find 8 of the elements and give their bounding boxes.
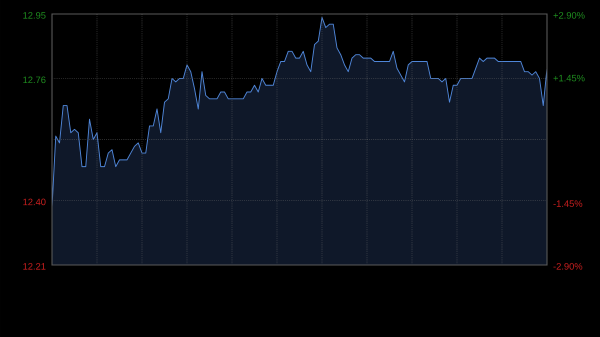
y2-tick-label: -2.90% [553, 263, 582, 270]
y-tick-label: 12.21 [23, 263, 46, 270]
y2-tick-label: +1.45% [554, 74, 585, 82]
y-tick-label: 12.95 [23, 12, 46, 19]
y2-tick-label: -1.45% [553, 200, 582, 207]
y-tick-label: 12.40 [23, 198, 46, 206]
y-tick-label: 12.76 [23, 76, 46, 84]
y2-tick-label: +2.90% [554, 12, 585, 19]
